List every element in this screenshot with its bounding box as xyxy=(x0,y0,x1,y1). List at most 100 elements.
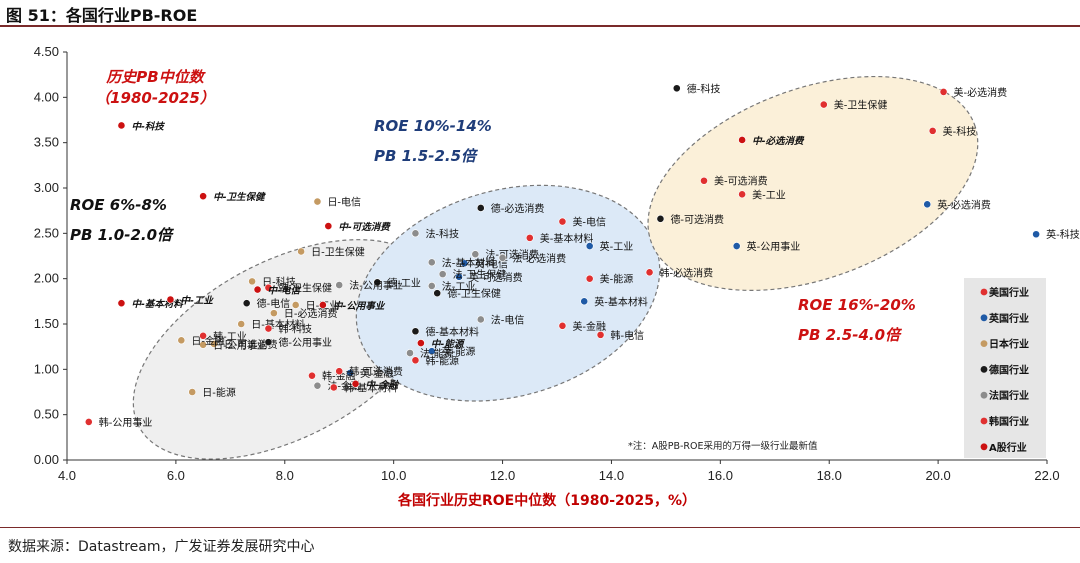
x-tick-label: 22.0 xyxy=(1034,468,1059,483)
uk-point-label: 英-工业 xyxy=(600,240,634,253)
jp-point xyxy=(291,301,300,309)
kr-point xyxy=(308,371,316,380)
cn-point-label: 中-必选消费 xyxy=(752,135,805,147)
x-axis-title: 各国行业历史ROE中位数（1980-2025，%） xyxy=(397,492,696,509)
x-tick-label: 20.0 xyxy=(925,468,950,483)
kr-point xyxy=(329,383,338,392)
de-point-label: 德-基本材料 xyxy=(425,325,479,338)
uk-point-label: 英-科技 xyxy=(1046,228,1080,241)
kr-point-label: 韩-工业 xyxy=(213,330,247,343)
x-tick-label: 4.0 xyxy=(58,468,76,483)
cn-point xyxy=(117,121,126,130)
legend-marker-jp xyxy=(980,340,988,347)
cluster-ellipses xyxy=(132,75,979,460)
x-tick-label: 10.0 xyxy=(381,468,406,483)
fr-point xyxy=(427,258,436,267)
fr-point-label: 法-卫生保健 xyxy=(453,268,507,281)
us-point-label: 美-基本材料 xyxy=(540,232,594,245)
jp-point xyxy=(297,247,306,256)
title-divider xyxy=(0,25,1080,27)
uk-point-label: 英-基本材料 xyxy=(594,295,648,308)
us-point xyxy=(738,190,747,199)
fr-point-label: 法-基本材料 xyxy=(442,256,496,269)
kr-point-label: 韩-能源 xyxy=(425,354,459,367)
us-point xyxy=(558,321,567,330)
y-tick-label: 4.50 xyxy=(34,44,59,59)
us-point xyxy=(700,176,708,185)
cn-point-label: 中-公用事业 xyxy=(333,300,386,312)
chart-annotations: 历史PB中位数 （1980-2025） ROE 6%-8% PB 1.0-2.0倍 RO… xyxy=(70,68,916,452)
us-point-label: 美-金融 xyxy=(572,320,606,333)
us-point xyxy=(558,217,567,226)
de-point xyxy=(476,204,485,212)
fr-point xyxy=(438,270,447,279)
legend-marker-cn xyxy=(980,443,988,451)
de-point xyxy=(672,84,681,93)
jp-point xyxy=(188,388,197,396)
cn-point-label: 中-基本材料 xyxy=(131,298,184,310)
de-point xyxy=(242,299,251,308)
mid-pb-label: PB 1.5-2.5倍 xyxy=(374,147,479,165)
uk-point-label: 英-能源 xyxy=(442,345,476,358)
legend-marker-de xyxy=(980,366,988,373)
kr-point xyxy=(264,283,273,292)
uk-point xyxy=(732,242,741,250)
legend-label-uk: 英国行业 xyxy=(988,312,1029,325)
us-point-label: 美-科技 xyxy=(943,125,977,138)
cn-point-label: 中-金融 xyxy=(366,379,400,391)
legend-label-jp: 日本行业 xyxy=(989,338,1029,351)
us-point-label: 美-电信 xyxy=(572,216,606,229)
legend-label-de: 德国行业 xyxy=(988,363,1029,376)
kr-point xyxy=(335,367,344,376)
us-point-label: 美-必选消费 xyxy=(954,86,1008,99)
high-pb-label: PB 2.5-4.0倍 xyxy=(798,326,903,344)
uk-point xyxy=(923,200,932,209)
cn-point xyxy=(324,222,333,230)
uk-point xyxy=(1032,230,1041,239)
us-point-label: 美-可选消费 xyxy=(714,175,768,188)
legend-label-kr: 韩国行业 xyxy=(989,415,1029,428)
cn-point xyxy=(738,136,747,144)
uk-point-label: 英-电信 xyxy=(474,257,508,270)
low-pb-label: PB 1.0-2.0倍 xyxy=(70,226,175,244)
legend-marker-uk xyxy=(980,314,988,322)
jp-point xyxy=(199,340,208,349)
hist-pb-label: 历史PB中位数 xyxy=(105,68,206,86)
fr-point-label: 法-工业 xyxy=(442,280,476,293)
cn-point xyxy=(166,295,175,304)
high-roe-ellipse xyxy=(647,75,979,291)
y-tick-label: 1.00 xyxy=(34,361,59,376)
x-tick-label: 8.0 xyxy=(276,468,294,483)
cn-point-label: 中-电信 xyxy=(268,285,302,297)
kr-point xyxy=(645,268,654,277)
kr-point-label: 韩-科技 xyxy=(278,323,312,336)
kr-point xyxy=(84,418,93,426)
de-point-label: 德-可选消费 xyxy=(670,213,724,226)
figure-title: 图 51：各国行业PB-ROE xyxy=(6,6,198,25)
cn-point-label: 中-能源 xyxy=(431,338,466,350)
cn-point xyxy=(351,379,360,388)
y-tick-label: 2.50 xyxy=(34,225,59,240)
data-points: 美-必选消费美-卫生保健美-科技美-可选消费美-工业美-电信美-基本材料美-能源… xyxy=(84,82,1080,429)
kr-point-label: 韩-公用事业 xyxy=(99,416,153,429)
fr-point xyxy=(406,349,414,357)
kr-point xyxy=(411,356,420,365)
jp-point-label: 日-电信 xyxy=(327,196,361,209)
us-point xyxy=(928,126,937,135)
kr-point-label: 韩-必选消费 xyxy=(660,266,714,279)
us-point-label: 美-能源 xyxy=(600,273,634,286)
legend-marker-us xyxy=(980,288,988,296)
kr-point xyxy=(199,331,208,340)
legend-box xyxy=(964,278,1046,458)
fr-point-label: 法-公用事业 xyxy=(349,279,403,292)
y-tick-label: 3.50 xyxy=(34,135,59,150)
cn-point-label: 中-科技 xyxy=(131,120,165,132)
de-point xyxy=(264,338,273,347)
de-point-label: 德-电信 xyxy=(257,297,291,310)
uk-point-label: 英-可选消费 xyxy=(469,271,523,284)
y-tick-label: 0.50 xyxy=(34,407,59,422)
bottom-divider xyxy=(0,527,1080,528)
legend-marker-fr xyxy=(980,391,988,399)
cn-point xyxy=(117,299,126,308)
fr-point-label: 法-电信 xyxy=(491,313,525,326)
